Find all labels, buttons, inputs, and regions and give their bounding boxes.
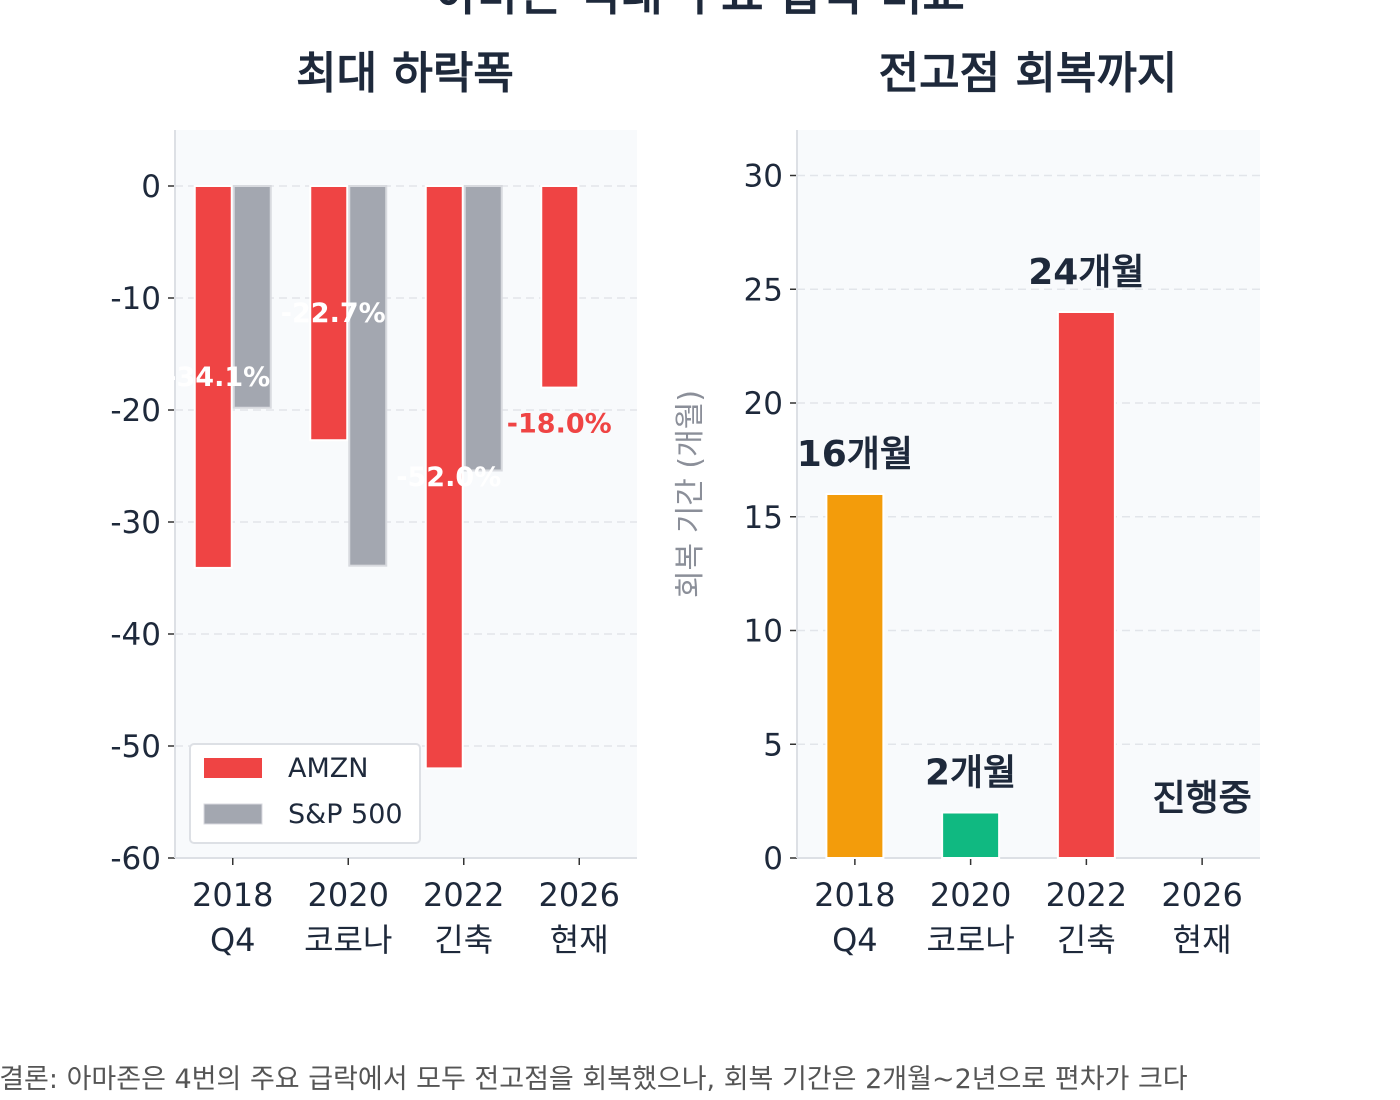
right-y-tick-label: 15: [744, 500, 783, 536]
data-label: -34.1%: [165, 362, 270, 393]
left-x-tick-label: 2022: [423, 876, 504, 914]
bar-sp500: [463, 185, 503, 472]
right-y-tick-label: 25: [744, 272, 783, 308]
right-y-tick-label: 20: [744, 386, 783, 422]
right-x-tick-label: Q4: [832, 921, 878, 959]
right-chart: 0 5 10 15 20 25 30 2018 Q4 2020 코로나 2022 긴축 2026 현재 16개…: [744, 130, 1260, 959]
data-label: -22.7%: [281, 298, 386, 329]
right-x-tick-label: 2026: [1161, 876, 1242, 914]
left-x-tick-label: 코로나: [304, 921, 392, 959]
left-y-tick-label: -60: [110, 841, 161, 877]
legend-label: S&P 500: [288, 799, 403, 830]
left-y-tick-label: -50: [110, 729, 161, 765]
right-x-tick-label: 긴축: [1057, 921, 1116, 959]
left-x-tick-label: 2020: [308, 876, 389, 914]
left-x-tick-label: Q4: [210, 921, 256, 959]
right-y-tick-label: 10: [744, 614, 783, 650]
right-x-tick-label: 코로나: [926, 921, 1014, 959]
bar-recovery: [941, 811, 1001, 859]
right-y-tick-label: 5: [763, 727, 783, 763]
legend-swatch: [204, 758, 262, 778]
left-x-tick-label: 현재: [550, 921, 609, 959]
bar-recovery: [825, 493, 885, 859]
bar-recovery: [1056, 311, 1116, 859]
footer-note: ※ 결론: 아마존은 4번의 주요 급락에서 모두 전고점을 회복했으나, 회복…: [0, 1064, 1188, 1095]
bar-sp500: [232, 185, 272, 409]
right-x-tick-label: 현재: [1173, 921, 1232, 959]
legend-label: AMZN: [288, 753, 368, 784]
left-y-tick-label: -30: [110, 505, 161, 541]
left-x-tick-label: 긴축: [434, 921, 493, 959]
data-label: 진행중: [1152, 778, 1251, 819]
data-label: -52.0%: [396, 462, 501, 493]
bar-amzn: [424, 185, 464, 770]
right-chart-title: 전고점 회복까지: [879, 48, 1178, 99]
right-x-tick-label: 2018: [814, 876, 895, 914]
left-y-tick-label: -20: [110, 393, 161, 429]
left-chart: 0 -10 -20 -30 -40 -50 -60 2018 Q4 2020 코로나 2022 긴축 20…: [110, 130, 637, 959]
data-label: 2개월: [925, 753, 1016, 794]
right-x-tick-label: 2022: [1046, 876, 1127, 914]
left-x-tick-label: 2018: [192, 876, 273, 914]
data-label: 24개월: [1028, 252, 1144, 293]
data-label: 16개월: [797, 434, 913, 475]
left-y-tick-label: -40: [110, 617, 161, 653]
suptitle: 아마존 역대 주요 급락 비교: [435, 0, 965, 21]
legend-swatch: [203, 803, 263, 825]
bar-amzn: [540, 185, 580, 389]
right-y-tick-label: 30: [744, 159, 783, 195]
bar-amzn: [193, 185, 233, 569]
right-x-tick-label: 2020: [930, 876, 1011, 914]
left-x-tick-label: 2026: [539, 876, 620, 914]
bar-amzn: [309, 185, 349, 442]
left-chart-title: 최대 하락폭: [296, 48, 514, 99]
bar-sp500: [348, 185, 388, 567]
left-y-tick-label: -10: [110, 281, 161, 317]
data-label: -18.0%: [507, 408, 612, 439]
right-y-tick-label: 0: [763, 841, 783, 877]
left-y-tick-label: 0: [141, 169, 161, 205]
right-y-axis-label: 회복 기간 (개월): [673, 390, 708, 598]
